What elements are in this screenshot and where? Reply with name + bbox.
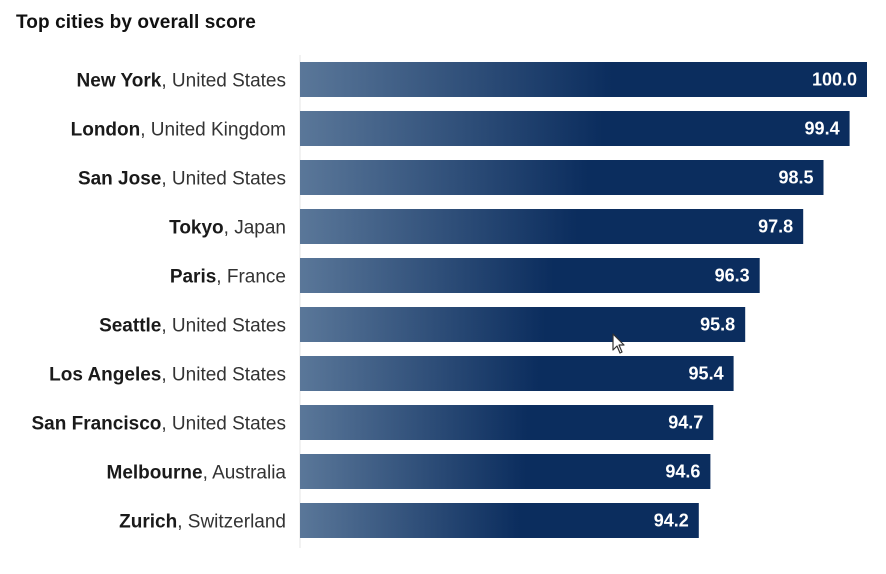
country-name: , United States bbox=[161, 71, 286, 92]
city-name: Zurich bbox=[119, 512, 177, 533]
country-name: , Japan bbox=[224, 218, 286, 239]
chart-title: Top cities by overall score bbox=[16, 12, 256, 33]
bar bbox=[300, 62, 867, 97]
country-name: , United States bbox=[161, 365, 286, 386]
city-name: New York bbox=[77, 71, 162, 92]
category-label: Tokyo, Japan bbox=[169, 218, 286, 239]
mouse-pointer-icon bbox=[612, 333, 626, 360]
country-name: , France bbox=[216, 267, 286, 288]
country-name: , United States bbox=[161, 169, 286, 190]
bar bbox=[300, 454, 711, 489]
category-label: Seattle, United States bbox=[99, 316, 286, 337]
city-name: Tokyo bbox=[169, 218, 224, 239]
bar bbox=[300, 405, 714, 440]
city-name: Melbourne bbox=[107, 463, 203, 484]
bar-value-label: 98.5 bbox=[778, 168, 813, 188]
bar bbox=[300, 307, 746, 342]
bar-value-label: 95.8 bbox=[700, 315, 735, 335]
category-label: Melbourne, Australia bbox=[107, 463, 287, 484]
bar-value-label: 95.4 bbox=[689, 364, 724, 384]
category-label: Zurich, Switzerland bbox=[119, 512, 286, 533]
bar-value-label: 96.3 bbox=[715, 266, 750, 286]
category-label: San Jose, United States bbox=[78, 169, 286, 190]
country-name: , United States bbox=[161, 316, 286, 337]
category-label: London, United Kingdom bbox=[71, 120, 286, 141]
bar bbox=[300, 160, 824, 195]
category-label: San Francisco, United States bbox=[31, 414, 286, 435]
city-name: San Jose bbox=[78, 169, 161, 190]
category-label: New York, United States bbox=[77, 71, 286, 92]
city-name: London bbox=[71, 120, 141, 141]
city-name: San Francisco bbox=[31, 414, 161, 435]
bar-value-label: 94.2 bbox=[654, 511, 689, 531]
country-name: , Switzerland bbox=[177, 512, 286, 533]
country-name: , United States bbox=[161, 414, 286, 435]
city-name: Los Angeles bbox=[49, 365, 161, 386]
bar bbox=[300, 503, 699, 538]
bar-value-label: 97.8 bbox=[758, 217, 793, 237]
category-label: Paris, France bbox=[170, 267, 286, 288]
city-name: Seattle bbox=[99, 316, 161, 337]
country-name: , Australia bbox=[203, 463, 287, 484]
bar-value-label: 94.7 bbox=[668, 413, 703, 433]
category-label: Los Angeles, United States bbox=[49, 365, 286, 386]
bar-value-label: 99.4 bbox=[805, 119, 840, 139]
country-name: , United Kingdom bbox=[140, 120, 286, 141]
bar-value-label: 100.0 bbox=[812, 70, 857, 90]
bar-value-label: 94.6 bbox=[665, 462, 700, 482]
bar bbox=[300, 356, 734, 391]
city-name: Paris bbox=[170, 267, 216, 288]
bar bbox=[300, 258, 760, 293]
bar bbox=[300, 209, 804, 244]
bar bbox=[300, 111, 850, 146]
